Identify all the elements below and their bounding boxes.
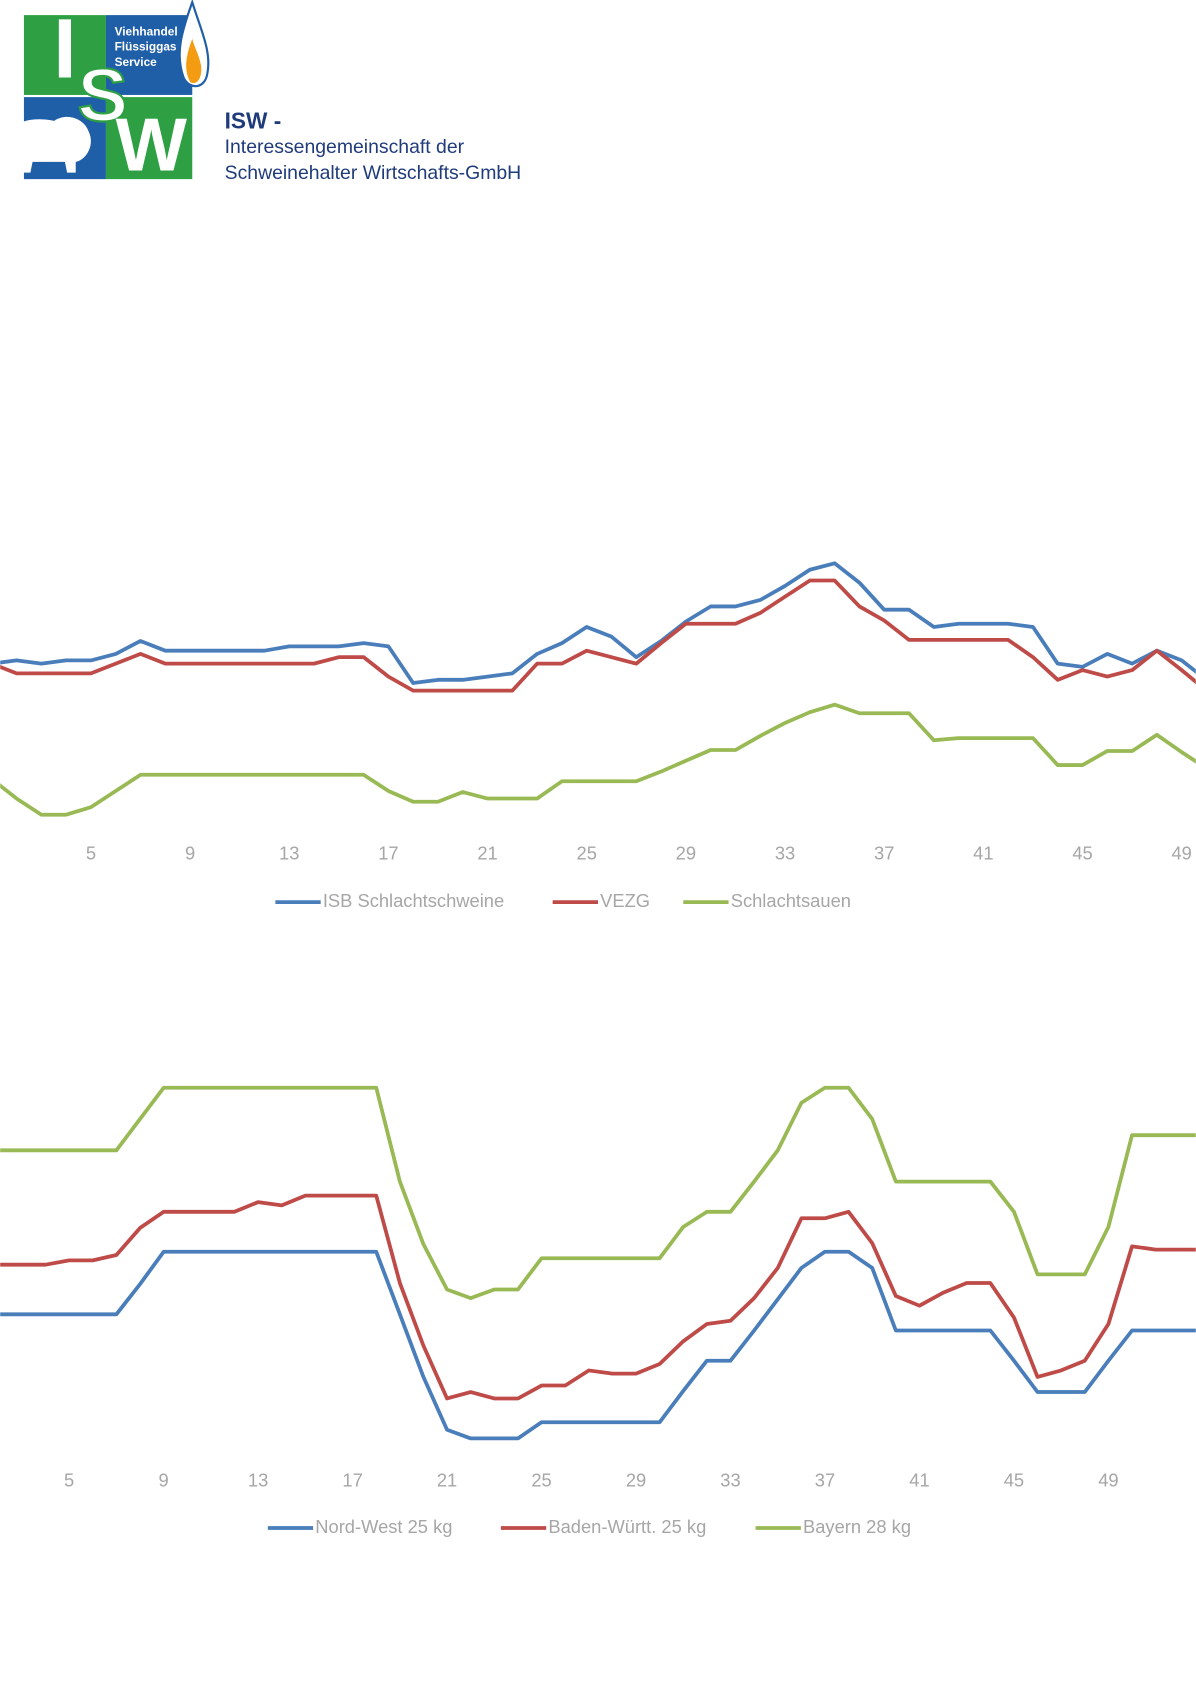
line-chart: 5 9 13 17 21 25 29 33 37 41 45 49 ISB Schlachtschwei…: [0, 561, 1196, 911]
data-line: [0, 1249, 1196, 1441]
x-tick-label: 9: [159, 1469, 169, 1490]
x-tick-label: 33: [720, 1469, 740, 1490]
logo-tagline: Service: [115, 55, 158, 69]
x-tick-label: 17: [378, 842, 398, 863]
x-tick-label: 37: [815, 1469, 835, 1490]
x-tick-label: 9: [185, 842, 195, 863]
logo-letter: S: [78, 54, 128, 138]
x-tick-label: 41: [973, 842, 993, 863]
x-tick-label: 25: [531, 1469, 551, 1490]
logo-tagline: Viehhandel: [115, 25, 178, 39]
company-name: ISW -: [225, 107, 282, 133]
logo: I S W Viehhandel Flüssiggas Service: [8, 0, 210, 187]
x-tick-label: 17: [342, 1469, 362, 1490]
x-tick-label: 37: [874, 842, 894, 863]
legend-label: Baden-Württ. 25 kg: [548, 1516, 706, 1537]
x-tick-label: 25: [577, 842, 597, 863]
logo-tagline: Flüssiggas: [115, 40, 177, 54]
legend-label: Schlachtsauen: [731, 890, 851, 911]
logo-tile: [105, 97, 193, 180]
x-tick-label: 21: [437, 1469, 457, 1490]
company-line: Schweinehalter Wirtschafts-GmbH: [225, 162, 522, 184]
data-line: [0, 561, 1196, 685]
data-line: [0, 1193, 1196, 1401]
x-tick-label: 49: [1171, 842, 1191, 863]
x-tick-label: 21: [477, 842, 497, 863]
legend-label: ISB Schlachtschweine: [323, 890, 504, 911]
x-tick-label: 45: [1004, 1469, 1024, 1490]
x-tick-label: 13: [248, 1469, 268, 1490]
data-line: [0, 1085, 1196, 1301]
x-tick-label: 49: [1098, 1469, 1118, 1490]
x-tick-label: 41: [909, 1469, 929, 1490]
data-line: [0, 578, 1196, 693]
legend-label: Nord-West 25 kg: [315, 1516, 452, 1537]
flame: [186, 38, 202, 84]
logo-letter: W: [116, 103, 188, 187]
legend-label: VEZG: [600, 890, 650, 911]
x-tick-label: 33: [775, 842, 795, 863]
logo-tile: [105, 15, 193, 95]
x-tick-label: 5: [86, 842, 96, 863]
company-line: Interessengemeinschaft der: [225, 136, 465, 158]
pig: [8, 116, 91, 173]
x-tick-label: 29: [626, 1469, 646, 1490]
line-chart: 5 9 13 17 21 25 29 33 37 41 45 49 Nord-West 25 kg Bad…: [0, 1085, 1196, 1537]
data-line: [0, 702, 1196, 817]
x-tick-label: 29: [676, 842, 696, 863]
legend-label: Bayern 28 kg: [803, 1516, 911, 1537]
logo-letter: I: [53, 2, 76, 96]
logo-tile: [23, 15, 106, 95]
x-tick-label: 5: [64, 1469, 74, 1490]
x-tick-label: 13: [279, 842, 299, 863]
x-tick-label: 45: [1072, 842, 1092, 863]
